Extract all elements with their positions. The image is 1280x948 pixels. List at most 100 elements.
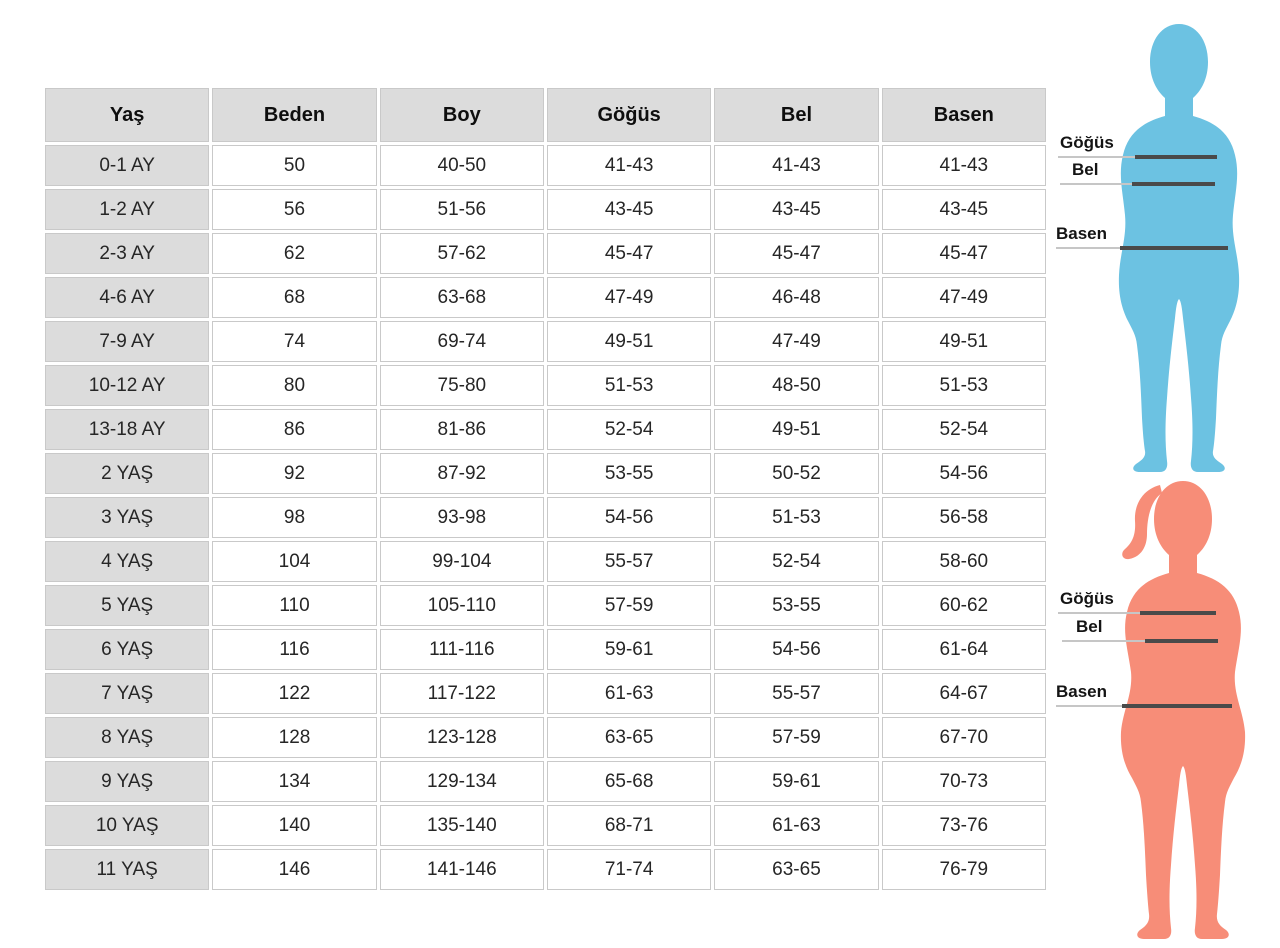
value-cell: 47-49 [546,277,712,318]
value-cell: 63-65 [546,717,712,758]
boy-hip-label: Basen [1056,224,1108,243]
value-cell: 47-49 [714,321,879,362]
value-cell: 40-50 [379,145,544,186]
value-cell: 41-43 [881,145,1046,186]
value-cell: 68 [212,277,377,318]
girl-chest-line [1058,611,1216,615]
value-cell: 56 [212,189,377,230]
size-table-body: 0-1 AY 50 40-50 41-43 41-43 41-43 1-2 AY 56 51-5… [45,145,1046,890]
value-cell: 70-73 [881,761,1046,802]
value-cell: 65-68 [546,761,712,802]
age-cell: 13-18 AY [45,409,210,450]
value-cell: 50 [212,145,377,186]
column-header-beden: Beden [212,88,377,142]
table-row: 4 YAŞ 104 99-104 55-57 52-54 58-60 [45,541,1046,582]
value-cell: 52-54 [546,409,712,450]
value-cell: 117-122 [379,673,544,714]
table-row: 9 YAŞ 134 129-134 65-68 59-61 70-73 [45,761,1046,802]
column-header-bel: Bel [714,88,879,142]
table-row: 2 YAŞ 92 87-92 53-55 50-52 54-56 [45,453,1046,494]
value-cell: 46-48 [714,277,879,318]
value-cell: 81-86 [379,409,544,450]
girl-chest-label: Göğüs [1060,589,1114,608]
table-row: 0-1 AY 50 40-50 41-43 41-43 41-43 [45,145,1046,186]
girl-ponytail-shape [1122,485,1162,560]
value-cell: 47-49 [881,277,1046,318]
value-cell: 59-61 [714,761,879,802]
value-cell: 74 [212,321,377,362]
value-cell: 43-45 [714,189,879,230]
value-cell: 49-51 [546,321,712,362]
value-cell: 45-47 [546,233,712,274]
age-cell: 2-3 AY [45,233,210,274]
boy-hip-measure: Basen [1056,224,1228,250]
value-cell: 49-51 [881,321,1046,362]
boy-chest-line [1058,155,1217,159]
value-cell: 67-70 [881,717,1046,758]
boy-hip-line [1056,246,1228,250]
girl-waist-measure: Bel [1062,617,1218,643]
value-cell: 45-47 [881,233,1046,274]
value-cell: 49-51 [714,409,879,450]
value-cell: 63-65 [714,849,879,890]
value-cell: 51-53 [714,497,879,538]
value-cell: 53-55 [714,585,879,626]
value-cell: 50-52 [714,453,879,494]
value-cell: 57-59 [546,585,712,626]
value-cell: 73-76 [881,805,1046,846]
table-row: 7-9 AY 74 69-74 49-51 47-49 49-51 [45,321,1046,362]
value-cell: 56-58 [881,497,1046,538]
value-cell: 122 [212,673,377,714]
value-cell: 116 [212,629,377,670]
value-cell: 80 [212,365,377,406]
boy-waist-measure: Bel [1060,160,1215,186]
value-cell: 54-56 [546,497,712,538]
column-header-basen: Basen [881,88,1046,142]
column-header-gogus: Göğüs [546,88,712,142]
value-cell: 51-53 [546,365,712,406]
table-row: 8 YAŞ 128 123-128 63-65 57-59 67-70 [45,717,1046,758]
value-cell: 129-134 [379,761,544,802]
value-cell: 52-54 [714,541,879,582]
value-cell: 75-80 [379,365,544,406]
age-cell: 4 YAŞ [45,541,210,582]
table-row: 3 YAŞ 98 93-98 54-56 51-53 56-58 [45,497,1046,538]
girl-silhouette [1120,481,1246,939]
age-cell: 10-12 AY [45,365,210,406]
value-cell: 93-98 [379,497,544,538]
value-cell: 104 [212,541,377,582]
value-cell: 51-56 [379,189,544,230]
age-cell: 10 YAŞ [45,805,210,846]
girl-waist-label: Bel [1076,617,1103,636]
value-cell: 41-43 [714,145,879,186]
value-cell: 110 [212,585,377,626]
age-cell: 5 YAŞ [45,585,210,626]
girl-body-shape [1120,481,1246,939]
column-header-boy: Boy [379,88,544,142]
size-table: Yaş Beden Boy Göğüs Bel Basen 0-1 AY 50 40… [42,85,1049,893]
value-cell: 48-50 [714,365,879,406]
value-cell: 61-64 [881,629,1046,670]
table-row: 6 YAŞ 116 111-116 59-61 54-56 61-64 [45,629,1046,670]
boy-waist-line [1060,182,1215,186]
value-cell: 54-56 [714,629,879,670]
age-cell: 2 YAŞ [45,453,210,494]
column-header-yas: Yaş [45,88,210,142]
value-cell: 111-116 [379,629,544,670]
value-cell: 58-60 [881,541,1046,582]
value-cell: 128 [212,717,377,758]
table-row: 4-6 AY 68 63-68 47-49 46-48 47-49 [45,277,1046,318]
boy-waist-label: Bel [1072,160,1099,179]
value-cell: 41-43 [546,145,712,186]
value-cell: 62 [212,233,377,274]
value-cell: 61-63 [714,805,879,846]
table-row: 7 YAŞ 122 117-122 61-63 55-57 64-67 [45,673,1046,714]
value-cell: 64-67 [881,673,1046,714]
age-cell: 1-2 AY [45,189,210,230]
value-cell: 76-79 [881,849,1046,890]
boy-chest-label: Göğüs [1060,133,1114,152]
value-cell: 146 [212,849,377,890]
table-row: 1-2 AY 56 51-56 43-45 43-45 43-45 [45,189,1046,230]
value-cell: 63-68 [379,277,544,318]
